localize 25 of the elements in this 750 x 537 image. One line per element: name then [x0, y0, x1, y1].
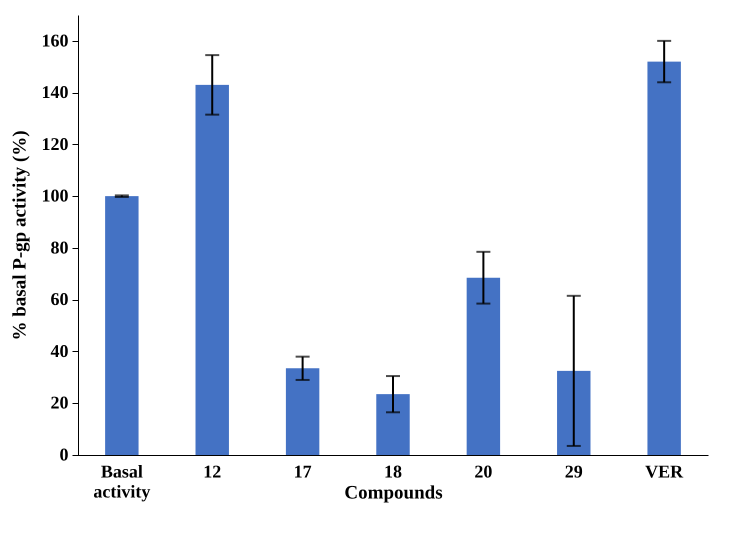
y-tick-label: 20 [50, 392, 68, 413]
bar [286, 368, 320, 455]
y-axis-title: % basal P-gp activity (%) [10, 130, 30, 341]
y-tick-label: 100 [42, 186, 68, 206]
x-tick-label: 17 [294, 462, 312, 482]
bar [196, 84, 229, 455]
bar [557, 370, 590, 455]
x-tick-label: 18 [384, 462, 402, 482]
x-tick-label: 29 [564, 462, 583, 482]
bar [466, 278, 500, 455]
x-axis-title: Compounds [344, 482, 443, 504]
x-tick-label: 12 [203, 462, 222, 482]
bar [647, 62, 681, 455]
y-tick-label: 80 [50, 237, 68, 258]
y-tick-label: 40 [50, 340, 68, 361]
y-tick-label: 140 [42, 82, 68, 102]
bar [105, 196, 139, 455]
x-tick-label: VER [645, 462, 684, 482]
y-tick-label: 0 [60, 444, 68, 464]
x-tick-label: Basal activity [93, 462, 150, 502]
y-tick-label: 160 [42, 30, 68, 50]
y-tick-label: 120 [42, 134, 68, 154]
bar [376, 394, 410, 455]
x-tick-label: 20 [474, 462, 492, 482]
y-tick-label: 60 [50, 289, 68, 310]
